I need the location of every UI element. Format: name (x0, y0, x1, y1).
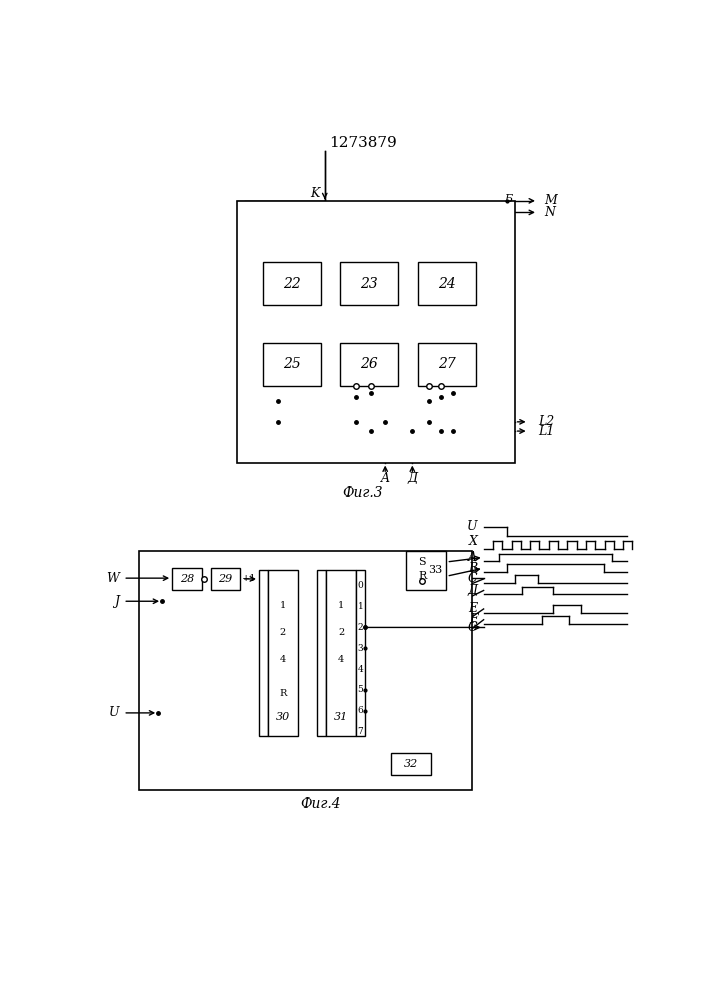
Text: A: A (380, 472, 390, 485)
Text: 4: 4 (358, 665, 363, 674)
Text: K: K (310, 187, 320, 200)
Text: R: R (419, 571, 426, 581)
Text: X: X (469, 535, 477, 548)
Bar (418, 343, 476, 386)
Text: 1273879: 1273879 (329, 136, 397, 150)
Text: 32: 32 (404, 759, 418, 769)
Text: Фиг.3: Фиг.3 (342, 486, 383, 500)
Text: 7: 7 (358, 727, 363, 736)
Text: C: C (468, 621, 477, 634)
Bar (340, 262, 398, 305)
Text: U: U (109, 706, 119, 719)
Text: 25: 25 (283, 357, 300, 371)
Text: R: R (279, 689, 286, 698)
Bar (259, 570, 268, 736)
Text: 5: 5 (358, 685, 363, 694)
Text: 30: 30 (276, 712, 290, 722)
Bar (237, 201, 515, 463)
Text: 24: 24 (438, 277, 456, 291)
Text: 26: 26 (361, 357, 378, 371)
Text: 2: 2 (358, 623, 363, 632)
Text: Д: Д (407, 472, 417, 485)
Text: F: F (469, 613, 477, 626)
Bar (317, 570, 327, 736)
Text: 2: 2 (280, 628, 286, 637)
Text: S: S (419, 557, 426, 567)
Bar (418, 262, 476, 305)
Bar (263, 343, 321, 386)
Text: 0: 0 (358, 581, 363, 590)
Text: 6: 6 (358, 706, 363, 715)
Text: A: A (469, 551, 477, 564)
Text: E: E (468, 602, 477, 615)
Text: 27: 27 (438, 357, 456, 371)
Text: Д: Д (467, 584, 477, 597)
Text: J: J (115, 595, 119, 608)
Text: 1: 1 (338, 601, 344, 610)
Bar (340, 343, 398, 386)
Text: 33: 33 (428, 565, 443, 575)
Text: C: C (468, 572, 477, 585)
Bar (391, 753, 431, 774)
Bar (263, 262, 321, 305)
Text: Б: Б (504, 194, 513, 204)
Text: B: B (468, 562, 477, 575)
Bar (139, 551, 472, 790)
Text: 31: 31 (334, 712, 348, 722)
Bar (356, 570, 365, 736)
Text: N: N (544, 206, 555, 219)
Text: 28: 28 (180, 574, 194, 584)
Text: 23: 23 (361, 277, 378, 291)
Text: 29: 29 (218, 574, 233, 584)
Text: 3: 3 (358, 644, 363, 653)
Text: 1: 1 (280, 601, 286, 610)
Text: U: U (467, 520, 477, 533)
Bar (327, 570, 356, 736)
Text: L1: L1 (538, 425, 554, 438)
Text: 2: 2 (338, 628, 344, 637)
Bar (172, 568, 201, 590)
Bar (211, 568, 240, 590)
Bar (406, 551, 446, 590)
Text: 1: 1 (358, 602, 363, 611)
Text: W: W (107, 572, 119, 585)
Text: 22: 22 (283, 277, 300, 291)
Bar (268, 570, 298, 736)
Text: 4: 4 (280, 654, 286, 664)
Text: Фиг.4: Фиг.4 (300, 797, 341, 811)
Text: L2: L2 (538, 415, 554, 428)
Text: 4: 4 (338, 654, 344, 664)
Text: M: M (544, 194, 557, 207)
Text: +1: +1 (243, 574, 257, 583)
